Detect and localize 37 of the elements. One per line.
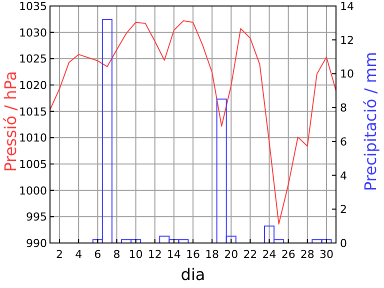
x-tick-label: 30 — [319, 248, 334, 261]
y2-tick-label: 2 — [340, 203, 347, 216]
x-tick-label: 24 — [262, 248, 276, 261]
x-tick-label: 20 — [224, 248, 238, 261]
x-tick-label: 4 — [75, 248, 82, 261]
y-tick-label: 990 — [26, 237, 47, 250]
line-series — [50, 20, 336, 225]
x-tick-label: 22 — [243, 248, 258, 261]
y-tick-label: 1025 — [19, 52, 47, 66]
y-tick-label: 1020 — [19, 79, 47, 92]
y2-tick-label: 6 — [340, 135, 347, 148]
y2-tick-label: 12 — [340, 34, 354, 47]
y-tick-label: 1005 — [19, 158, 47, 171]
y2-tick-label: 10 — [340, 68, 354, 81]
y-tick-label: 995 — [26, 210, 47, 224]
x-tick-label: 8 — [113, 248, 120, 261]
y2-tick-label: 14 — [340, 0, 354, 13]
x-tick-label: 28 — [300, 248, 314, 261]
y-tick-label: 1030 — [19, 26, 47, 40]
y-tick-label: 1035 — [19, 0, 47, 13]
y-tick-label: 1015 — [19, 105, 47, 118]
x-tick-label: 26 — [281, 248, 296, 261]
x-tick-label: 6 — [94, 248, 102, 261]
y2-tick-label: 0 — [340, 237, 347, 250]
x-tick-label: 10 — [128, 248, 143, 261]
x-tick-label: 12 — [148, 248, 162, 261]
x-tick-label: 16 — [186, 248, 200, 261]
y2-tick-label: 4 — [340, 169, 347, 182]
y2-axis-title: Precipitació / mm — [361, 52, 380, 192]
y-axis-title: Pressió / hPa — [1, 71, 20, 172]
x-tick-label: 2 — [56, 248, 64, 261]
x-tick-label: 14 — [166, 248, 181, 261]
x-tick-label: 18 — [205, 248, 220, 261]
x-axis-title: dia — [180, 265, 206, 284]
y-tick-label: 1000 — [19, 184, 47, 198]
y-tick-label: 1010 — [19, 132, 47, 145]
y2-tick-label: 8 — [340, 102, 347, 115]
